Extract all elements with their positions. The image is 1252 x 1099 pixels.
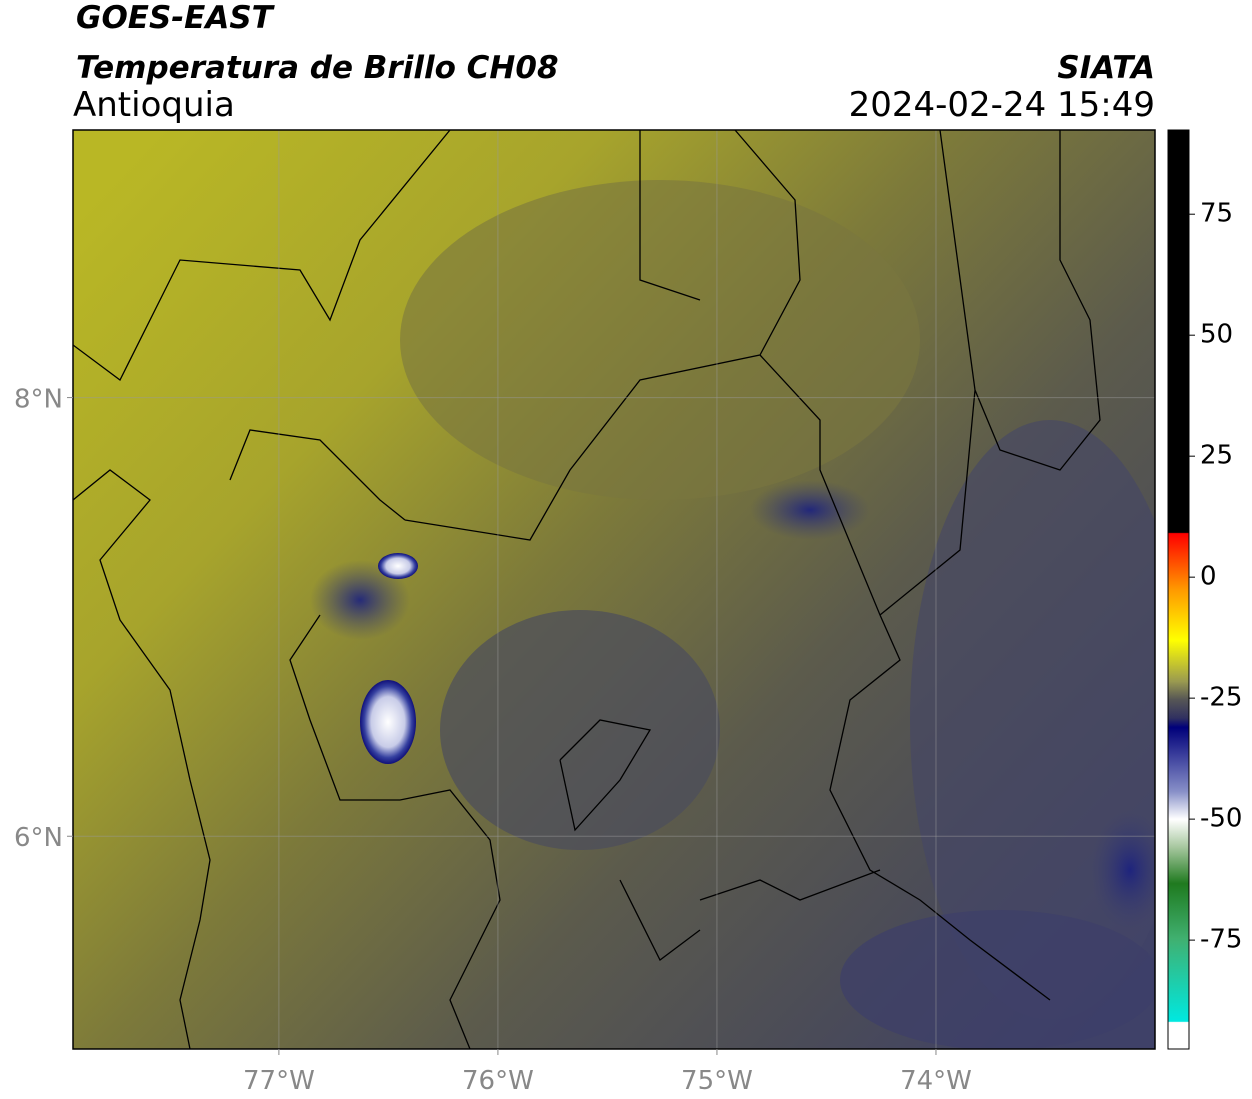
field-patch: [840, 910, 1155, 1049]
subtitle: Temperatura de Brillo CH08: [76, 50, 559, 86]
lon-tick-label: 75°W: [681, 1066, 753, 1096]
cold-area: [1090, 810, 1155, 930]
colorbar-tick-label: -50: [1200, 804, 1242, 834]
source: SIATA: [1057, 50, 1155, 86]
title: GOES-EAST: [76, 0, 276, 36]
lat-tick-label: 6°N: [14, 823, 63, 853]
gridlines: [73, 130, 1155, 1049]
map-frame: [72, 129, 1156, 1050]
colorbar-tick-label: 75: [1200, 199, 1233, 229]
colorbar-tick-label: -25: [1200, 683, 1242, 713]
lat-tick-label: 8°N: [14, 385, 63, 415]
coastline: [73, 469, 211, 1049]
lon-tick-label: 76°W: [462, 1066, 534, 1096]
field-patch: [440, 610, 720, 850]
cloud-top: [378, 553, 418, 579]
colorbar-tick-label: -75: [1200, 925, 1242, 955]
colorbar-tick-label: 50: [1200, 320, 1233, 350]
colorbar-tick-label: 0: [1200, 562, 1217, 592]
colorbar: [1167, 129, 1190, 1050]
colorbar-tick-label: 25: [1200, 441, 1233, 471]
cold-area: [750, 480, 870, 540]
map: [73, 130, 1155, 1049]
cloud-top: [360, 680, 416, 764]
lon-tick-label: 74°W: [900, 1066, 972, 1096]
datetime: 2024-02-24 15:49: [849, 85, 1155, 125]
region: Antioquia: [73, 85, 235, 125]
admin-borders: [73, 130, 1101, 1049]
field-patch: [400, 180, 920, 500]
cold-area: [310, 560, 410, 640]
lon-tick-label: 77°W: [243, 1066, 315, 1096]
